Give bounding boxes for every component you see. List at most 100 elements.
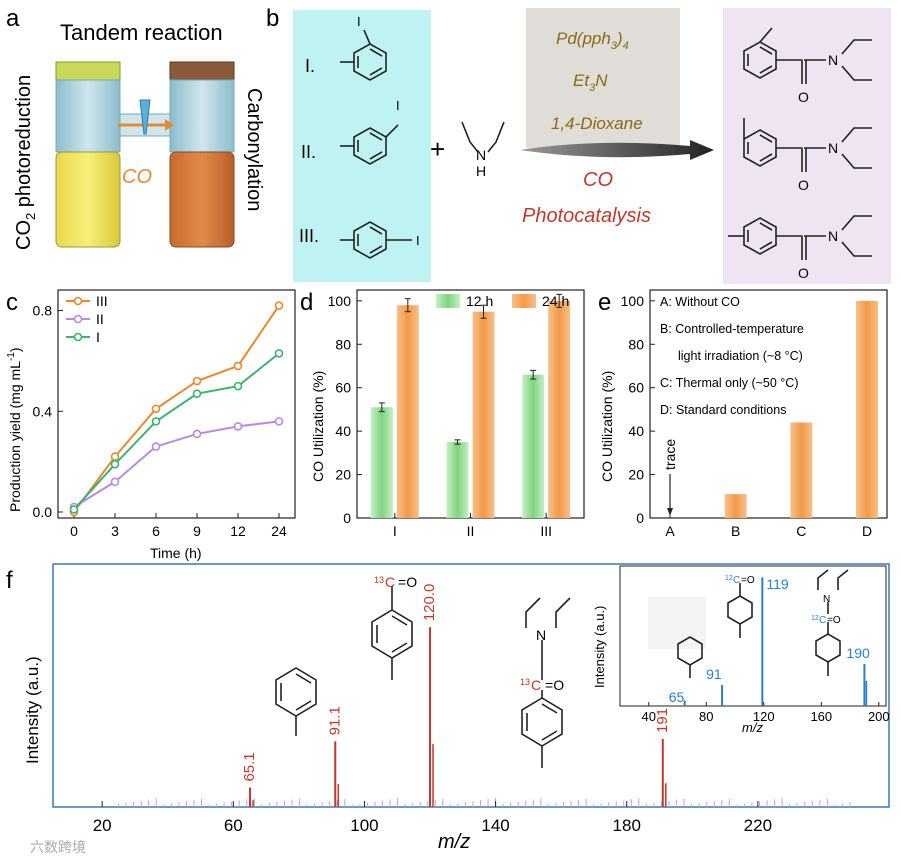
c-xtick-label: 9 — [193, 523, 201, 539]
product-n-2: N — [828, 140, 838, 156]
d-bar-12h — [522, 374, 545, 518]
watermark: 六数跨境 — [30, 839, 86, 855]
panel-a-title: Tandem reaction — [60, 20, 223, 45]
c-xtick-label: 3 — [111, 523, 119, 539]
c-ytick-label: 0.4 — [33, 403, 53, 419]
d-legend-swatch — [512, 294, 536, 308]
e-ytick-label: 60 — [628, 380, 644, 396]
c-point — [69, 505, 79, 514]
e-xtick-label: B — [731, 523, 740, 539]
amine-h-label: H — [476, 163, 486, 179]
plot-d-ylabel: CO Utilization (%) — [310, 371, 326, 482]
e-bar-C — [790, 422, 813, 518]
arrow-photocatalysis-label: Photocatalysis — [522, 205, 651, 227]
c-legend-label: III — [96, 293, 108, 309]
plot-e-frame — [649, 289, 888, 519]
panel-f: f Intensity (a.u.) m/z 20 60 100 140 180 220 6… — [6, 563, 890, 853]
panel-label-a: a — [6, 5, 20, 32]
co-flow-arrowhead — [165, 119, 174, 131]
d-xtick-label: III — [540, 523, 552, 539]
condition-solvent: 1,4-Dioxane — [551, 114, 643, 133]
structure-4-iodotoluene — [340, 221, 412, 259]
plot-f-ylabel: Intensity (a.u.) — [23, 656, 42, 764]
e-trace-label: trace — [662, 439, 678, 470]
c-point — [274, 301, 284, 310]
inset-xtick-label: 200 — [868, 709, 890, 724]
panel-label-c: c — [6, 289, 18, 316]
e-ytick-label: 20 — [628, 467, 644, 483]
needle-icon — [139, 99, 151, 135]
inset-amide-structure — [815, 569, 849, 676]
c-point — [192, 376, 202, 386]
substrate-label-3: III. — [299, 226, 319, 246]
d-bar-24h — [472, 311, 495, 518]
panel-a-left-label: CO2 photoreduction — [13, 75, 38, 250]
arrow-co-label: CO — [583, 169, 613, 191]
c13-label-1: 13 — [374, 575, 384, 585]
plot-c-ylabel: Production yield (mg mL-1) — [6, 347, 23, 512]
e-trace-arrowhead — [667, 508, 673, 516]
product-o-2: O — [798, 177, 809, 193]
inset-xtick-label: 40 — [642, 709, 656, 724]
f-xtick-label: 100 — [350, 816, 378, 835]
plot-c-frame — [57, 289, 296, 519]
e-xtick-label: D — [862, 523, 872, 539]
plot-f-frame — [52, 563, 890, 808]
substrate-label-2: II. — [301, 142, 316, 162]
inset-xlabel: m/z — [742, 720, 763, 735]
c-point — [110, 459, 120, 469]
c-series-line-II — [73, 420, 280, 508]
c-ytick-label: 0.0 — [33, 504, 53, 520]
plot-f-inset: Intensity (a.u.) m/z 40 80 120 160 200 65 91 11… — [592, 565, 890, 735]
right-vial — [169, 61, 235, 248]
o-eq-label-1: =O — [398, 574, 417, 590]
inset-tolyl-structure — [677, 636, 703, 678]
e-xtick-label: A — [665, 523, 675, 539]
d-ytick-label: 80 — [335, 336, 351, 352]
d-ytick-label: 100 — [328, 293, 352, 309]
e-legend-line: C: Thermal only (~50 °C) — [660, 376, 799, 390]
iodo-label-2: I — [396, 98, 400, 113]
c-point — [233, 361, 243, 371]
c-label-1: C — [385, 574, 395, 590]
e-xtick-label: C — [796, 523, 806, 539]
d-ytick-label: 0 — [343, 510, 351, 526]
panel-c: c Production yield (mg mL-1) Time (h) 0 3… — [6, 289, 296, 561]
d-xtick-label: II — [467, 523, 475, 539]
c-point — [192, 389, 202, 398]
c-legend-label: II — [96, 311, 104, 327]
f-peak-label: 120.0 — [421, 584, 438, 622]
e-ytick-label: 0 — [636, 510, 644, 526]
inset-c-label-2: C — [819, 615, 826, 626]
c-point — [192, 429, 202, 439]
structure-3-iodotoluene — [340, 124, 399, 165]
inset-xtick-label: 80 — [699, 709, 713, 724]
c-point — [110, 477, 120, 487]
plus-sign: + — [430, 134, 445, 164]
inset-peak-label: 91 — [706, 666, 722, 682]
reaction-arrow — [520, 140, 714, 160]
product-n-3: N — [828, 228, 838, 244]
e-bar-B — [724, 494, 747, 518]
inset-o-eq-2: =O — [827, 615, 841, 626]
d-ytick-label: 20 — [335, 467, 351, 483]
c-legend-label: I — [96, 329, 100, 345]
left-vial — [55, 61, 121, 248]
condition-base: Et3N — [573, 71, 608, 94]
c-xtick-label: 6 — [152, 523, 160, 539]
d-ytick-label: 40 — [335, 423, 351, 439]
product-o-3: O — [798, 265, 809, 281]
d-legend-label: 12 h — [466, 293, 493, 309]
panel-b: b I. II. III. I I I + — [266, 5, 891, 284]
c-legend-marker — [73, 296, 83, 306]
structure-2-iodotoluene — [340, 29, 387, 81]
c-point — [233, 422, 243, 431]
c-point — [110, 452, 120, 461]
d-ytick-label: 60 — [335, 380, 351, 396]
inset-ylabel: Intensity (a.u.) — [592, 606, 607, 688]
inset-peak-label: 65 — [669, 689, 685, 705]
f-xtick-label: 60 — [224, 816, 243, 835]
e-ytick-label: 40 — [628, 423, 644, 439]
structure-acylium-fragment — [371, 586, 413, 680]
